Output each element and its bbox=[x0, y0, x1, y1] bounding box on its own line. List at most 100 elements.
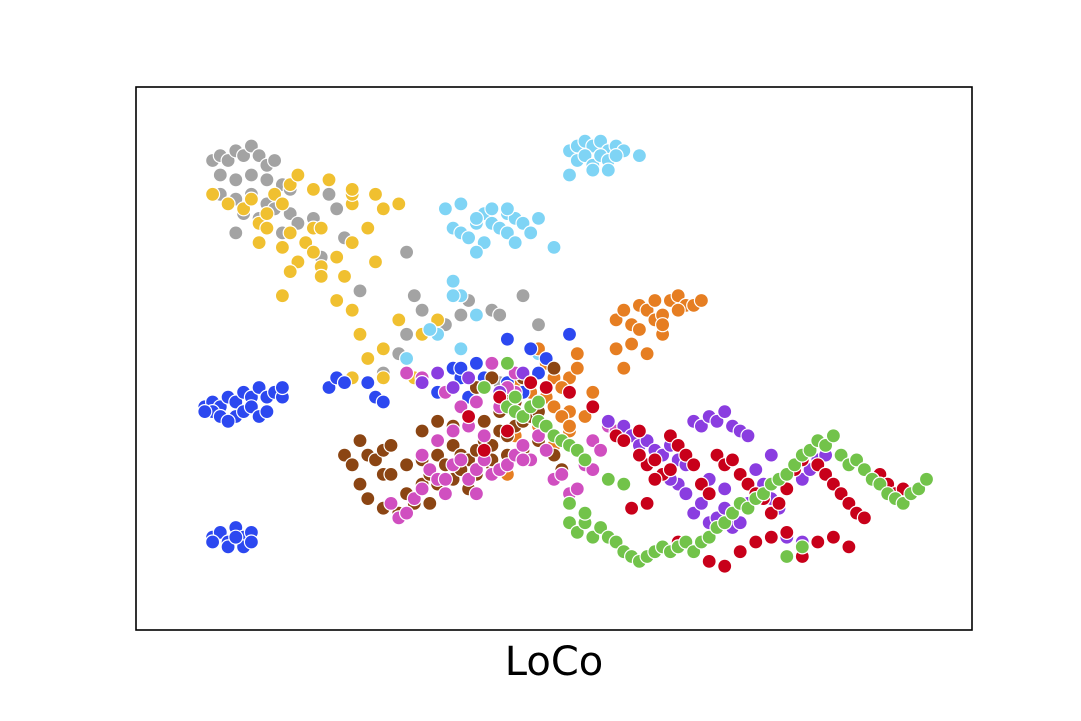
scatter-point-s5-56 bbox=[546, 360, 562, 376]
scatter-point-s4-30 bbox=[228, 529, 244, 545]
scatter-point-s2-44 bbox=[422, 321, 438, 338]
scatter-point-s5-43 bbox=[430, 413, 446, 429]
scatter-point-s1-21 bbox=[344, 235, 360, 251]
scatter-point-s0-12 bbox=[259, 172, 275, 188]
scatter-point-s6-49 bbox=[468, 486, 484, 502]
scatter-point-s9-61 bbox=[918, 471, 935, 487]
scatter-point-s3-1 bbox=[616, 302, 632, 318]
scatter-point-s0-31 bbox=[352, 283, 368, 299]
scatter-point-s3-13 bbox=[631, 321, 648, 338]
scatter-point-s2-35 bbox=[484, 201, 500, 217]
scatter-point-s6-28 bbox=[430, 433, 446, 449]
scatter-point-s2-36 bbox=[499, 201, 515, 217]
scatter-point-s8-37 bbox=[732, 544, 748, 560]
scatter-point-s3-32 bbox=[585, 384, 601, 400]
plot-frame bbox=[135, 86, 973, 631]
scatter-point-s1-19 bbox=[329, 249, 345, 265]
scatter-point-s1-12 bbox=[274, 239, 290, 255]
scatter-point-s8-56 bbox=[538, 379, 554, 396]
scatter-point-s1-13 bbox=[282, 225, 298, 241]
scatter-point-s8-38 bbox=[748, 534, 764, 550]
scatter-point-s8-11 bbox=[701, 486, 717, 502]
scatter-point-s4-48 bbox=[523, 341, 539, 357]
scatter-point-s8-40 bbox=[779, 524, 795, 541]
scatter-point-s6-48 bbox=[437, 471, 453, 487]
scatter-point-s0-45 bbox=[530, 317, 547, 333]
scatter-point-s3-17 bbox=[608, 341, 624, 357]
scatter-point-s2-30 bbox=[530, 210, 547, 226]
scatter-point-s5-46 bbox=[476, 413, 492, 429]
scatter-point-s6-29 bbox=[445, 423, 461, 439]
scatter-point-s5-1 bbox=[344, 457, 360, 473]
scatter-point-s1-3 bbox=[243, 191, 259, 207]
scatter-point-s3-15 bbox=[670, 302, 686, 318]
scatter-point-s3-18 bbox=[623, 336, 640, 352]
scatter-point-s2-21 bbox=[461, 230, 477, 246]
scatter-point-s3-6 bbox=[647, 292, 663, 309]
scatter-point-s4-18 bbox=[220, 413, 236, 429]
scatter-point-s0-11 bbox=[243, 167, 259, 183]
scatter-point-s8-50 bbox=[623, 500, 640, 516]
scatter-point-s2-32 bbox=[507, 235, 523, 251]
scatter-point-s6-2 bbox=[399, 505, 415, 521]
scatter-point-s8-43 bbox=[825, 529, 842, 545]
scatter-point-s0-10 bbox=[228, 172, 244, 188]
scatter-point-s2-47 bbox=[445, 288, 461, 304]
scatter-point-s8-48 bbox=[717, 558, 733, 574]
scatter-point-s3-20 bbox=[616, 360, 632, 376]
scatter-point-s1-28 bbox=[313, 268, 329, 284]
scatter-point-s2-46 bbox=[546, 239, 562, 255]
scatter-point-s1-46 bbox=[313, 220, 329, 236]
scatter-point-s8-58 bbox=[585, 399, 601, 415]
scatter-point-s2-39 bbox=[445, 273, 461, 289]
scatter-point-s8-47 bbox=[701, 553, 717, 570]
scatter-point-s4-42 bbox=[468, 355, 484, 371]
scatter-point-s2-17 bbox=[631, 148, 648, 164]
scatter-point-s9-49 bbox=[825, 428, 842, 444]
scatter-point-s5-42 bbox=[414, 423, 430, 439]
scatter-point-s6-22 bbox=[554, 466, 570, 482]
scatter-point-s9-13 bbox=[476, 379, 492, 396]
scatter-point-s6-37 bbox=[468, 394, 484, 410]
scatter-point-s8-31 bbox=[856, 510, 873, 526]
scatter-point-s1-32 bbox=[391, 196, 407, 212]
scatter-point-s0-24 bbox=[228, 225, 244, 241]
scatter-point-s6-31 bbox=[476, 428, 492, 444]
scatter-point-s9-14 bbox=[530, 394, 547, 410]
scatter-point-s6-7 bbox=[437, 486, 453, 502]
scatter-point-s8-51 bbox=[631, 447, 648, 463]
scatter-point-s8-2 bbox=[631, 423, 648, 439]
scatter-point-s2-15 bbox=[585, 162, 601, 178]
scatter-point-s6-24 bbox=[569, 481, 585, 497]
scatter-point-s9-11 bbox=[507, 389, 523, 405]
scatter-point-s1-39 bbox=[375, 370, 391, 386]
scatter-point-s1-34 bbox=[344, 181, 360, 197]
scatter-point-s4-47 bbox=[499, 331, 515, 347]
scatter-point-s3-39 bbox=[561, 418, 578, 434]
scatter-point-s8-44 bbox=[841, 539, 857, 555]
scatter-point-s6-9 bbox=[453, 452, 469, 468]
scatter-point-s1-1 bbox=[220, 196, 236, 212]
scatter-point-s9-64 bbox=[561, 495, 578, 511]
scatter-point-s1-24 bbox=[251, 235, 267, 251]
scatter-point-s8-52 bbox=[647, 471, 663, 487]
scatter-point-s7-50 bbox=[461, 370, 477, 386]
scatter-point-s7-48 bbox=[430, 365, 446, 381]
scatter-point-s1-40 bbox=[360, 350, 376, 367]
scatter-point-s6-0 bbox=[383, 495, 399, 511]
scatter-point-s5-7 bbox=[383, 437, 399, 453]
scatter-point-s8-54 bbox=[499, 423, 515, 439]
scatter-point-s0-34 bbox=[414, 302, 430, 318]
scatter-point-s9-65 bbox=[577, 505, 593, 521]
scatter-point-s8-4 bbox=[647, 452, 663, 468]
scatter-point-s4-50 bbox=[561, 326, 578, 342]
scatter-point-s1-37 bbox=[352, 326, 368, 342]
scatter-point-s1-33 bbox=[329, 292, 345, 309]
scatter-point-s9-66 bbox=[779, 548, 795, 565]
scatter-point-s2-18 bbox=[437, 201, 453, 217]
scatter-point-s7-19 bbox=[678, 486, 694, 502]
scatter-point-s9-63 bbox=[616, 476, 632, 492]
scatter-point-s5-57 bbox=[383, 466, 399, 482]
scatter-point-s1-17 bbox=[305, 244, 321, 260]
